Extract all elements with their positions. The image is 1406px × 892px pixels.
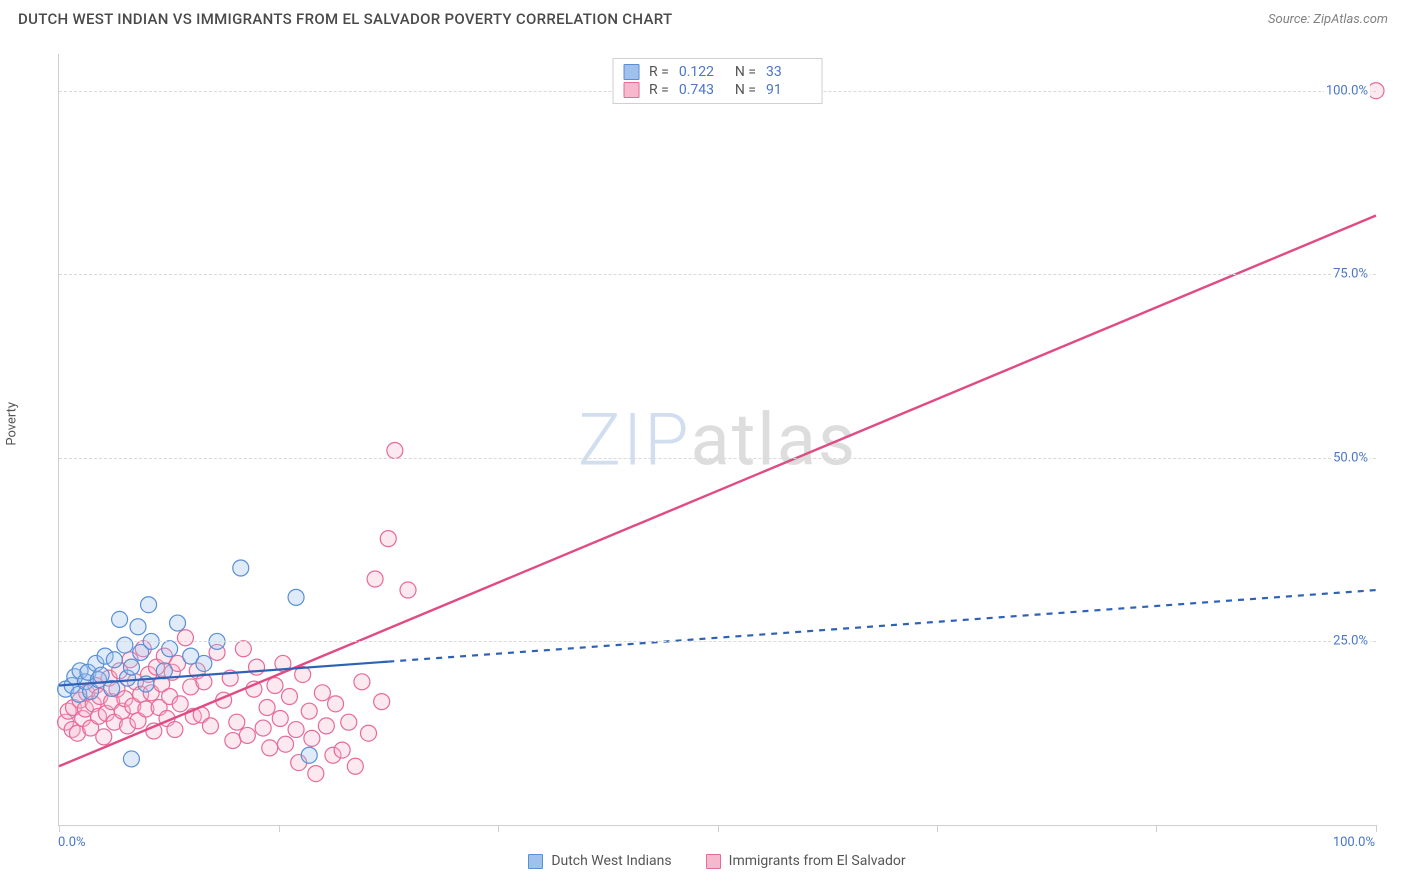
scatter-point-b: [225, 733, 241, 749]
scatter-point-b: [387, 443, 403, 459]
stats-row-a: R = 0.122 N = 33: [623, 63, 812, 81]
trend-line-b: [59, 216, 1376, 767]
x-tick-label: 100.0%: [1333, 835, 1375, 850]
scatter-point-a: [288, 589, 304, 605]
scatter-point-b: [328, 696, 344, 712]
scatter-point-b: [177, 630, 193, 646]
plot-area: ZIPatlas R = 0.122 N = 33 R = 0.743 N = …: [58, 54, 1376, 826]
legend-item-b: Immigrants from El Salvador: [706, 853, 906, 869]
scatter-point-b: [301, 703, 317, 719]
source-attribution: Source: ZipAtlas.com: [1268, 12, 1388, 27]
scatter-point-b: [380, 531, 396, 547]
scatter-point-a: [93, 667, 109, 683]
x-tick: [718, 825, 719, 832]
stat-r-a: 0.122: [679, 64, 725, 80]
scatter-point-b: [272, 711, 288, 727]
scatter-point-a: [301, 747, 317, 763]
x-tick: [279, 825, 280, 832]
scatter-point-b: [255, 720, 271, 736]
chart-title: DUTCH WEST INDIAN VS IMMIGRANTS FROM EL …: [18, 10, 672, 28]
stat-n-a: 33: [766, 64, 812, 80]
scatter-point-b: [354, 674, 370, 690]
stats-row-b: R = 0.743 N = 91: [623, 81, 812, 99]
scatter-point-a: [141, 597, 157, 613]
y-tick-label: 50.0%: [1331, 450, 1370, 465]
scatter-point-b: [96, 729, 112, 745]
scatter-point-b: [249, 659, 265, 675]
scatter-point-b: [288, 722, 304, 738]
x-tick: [59, 825, 60, 832]
x-tick: [498, 825, 499, 832]
gridline: [59, 274, 1376, 275]
chart-container: Poverty ZIPatlas R = 0.122 N = 33 R = 0.…: [18, 46, 1388, 874]
y-tick-label: 75.0%: [1331, 267, 1370, 282]
scatter-point-b: [334, 742, 350, 758]
scatter-point-a: [170, 615, 186, 631]
y-tick-label: 100.0%: [1324, 83, 1370, 98]
y-axis-label: Poverty: [5, 402, 20, 446]
stat-n-b: 91: [766, 82, 812, 98]
scatter-point-b: [267, 677, 283, 693]
y-tick-label: 25.0%: [1331, 634, 1370, 649]
scatter-point-b: [262, 740, 278, 756]
legend-item-a: Dutch West Indians: [528, 853, 671, 869]
legend-square-a-icon: [528, 854, 543, 869]
scatter-point-b: [281, 689, 297, 705]
scatter-point-b: [172, 696, 188, 712]
x-tick: [1376, 825, 1377, 832]
scatter-point-a: [162, 641, 178, 657]
scatter-point-a: [130, 619, 146, 635]
legend-square-b-icon: [623, 82, 639, 98]
scatter-point-a: [123, 751, 139, 767]
scatter-point-a: [123, 659, 139, 675]
stat-r-b: 0.743: [679, 82, 725, 98]
scatter-point-b: [400, 582, 416, 598]
legend-label-a: Dutch West Indians: [551, 853, 671, 869]
scatter-point-b: [259, 700, 275, 716]
gridline: [59, 641, 1376, 642]
scatter-point-b: [367, 571, 383, 587]
x-tick-label: 0.0%: [58, 835, 86, 850]
scatter-point-b: [278, 736, 294, 752]
scatter-point-b: [202, 718, 218, 734]
scatter-point-a: [106, 652, 122, 668]
scatter-point-b: [314, 685, 330, 701]
scatter-point-b: [360, 725, 376, 741]
scatter-point-b: [374, 694, 390, 710]
scatter-point-b: [347, 758, 363, 774]
x-tick: [937, 825, 938, 832]
legend-square-a-icon: [623, 64, 639, 80]
legend-square-b-icon: [706, 854, 721, 869]
scatter-point-b: [318, 718, 334, 734]
gridline: [59, 458, 1376, 459]
scatter-point-b: [304, 730, 320, 746]
scatter-point-a: [233, 560, 249, 576]
x-tick: [1156, 825, 1157, 832]
bottom-legend: Dutch West Indians Immigrants from El Sa…: [58, 848, 1376, 874]
chart-header: DUTCH WEST INDIAN VS IMMIGRANTS FROM EL …: [0, 0, 1406, 34]
scatter-point-a: [117, 637, 133, 653]
trend-line-a-extrapolated: [388, 590, 1376, 662]
legend-label-b: Immigrants from El Salvador: [729, 853, 906, 869]
scatter-point-a: [112, 611, 128, 627]
scatter-svg: [59, 54, 1376, 825]
scatter-point-b: [341, 714, 357, 730]
scatter-point-b: [229, 714, 245, 730]
scatter-point-b: [167, 722, 183, 738]
scatter-point-b: [239, 727, 255, 743]
scatter-point-a: [196, 655, 212, 671]
scatter-point-b: [308, 766, 324, 782]
scatter-point-b: [235, 641, 251, 657]
correlation-stats-box: R = 0.122 N = 33 R = 0.743 N = 91: [612, 58, 823, 104]
